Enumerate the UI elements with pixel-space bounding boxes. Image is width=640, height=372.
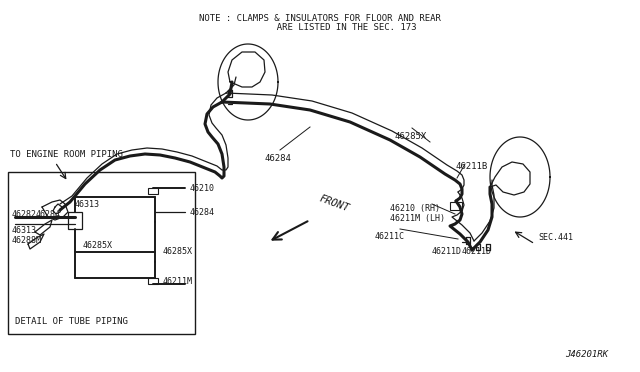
Text: 46285X: 46285X [83,241,113,250]
Bar [148,188,158,194]
Text: J46201RK: J46201RK [565,350,608,359]
Text: 46284: 46284 [190,208,215,217]
Text: NOTE : CLAMPS & INSULATORS FOR FLOOR AND REAR: NOTE : CLAMPS & INSULATORS FOR FLOOR AND… [199,14,441,23]
Text: FRONT: FRONT [318,194,351,214]
Text: 46282: 46282 [12,209,37,218]
Text: 46211C: 46211C [375,232,405,241]
Text: 46211B: 46211B [456,162,488,171]
Text: 46211M (LH): 46211M (LH) [390,214,445,223]
Text: 46284: 46284 [36,209,61,218]
Text: TO ENGINE ROOM PIPING: TO ENGINE ROOM PIPING [10,150,123,159]
Bar [148,278,158,284]
Text: 46288M: 46288M [12,235,42,244]
Text: 46285X: 46285X [163,247,193,257]
Text: SEC.441: SEC.441 [538,232,573,241]
Text: 46210 (RH): 46210 (RH) [390,204,440,213]
Text: 46284: 46284 [265,154,292,163]
Bar [68,212,82,229]
Bar [450,202,462,210]
Bar [8,172,195,334]
Text: 46211D: 46211D [432,247,462,256]
Text: 46210: 46210 [190,183,215,192]
Text: 46285X: 46285X [395,132,428,141]
Text: 46313: 46313 [12,225,37,234]
Text: 46211M: 46211M [163,276,193,285]
Text: 46313: 46313 [75,199,100,208]
Text: 46211D: 46211D [462,247,492,256]
Text: ARE LISTED IN THE SEC. 173: ARE LISTED IN THE SEC. 173 [223,23,417,32]
Text: DETAIL OF TUBE PIPING: DETAIL OF TUBE PIPING [15,317,128,326]
